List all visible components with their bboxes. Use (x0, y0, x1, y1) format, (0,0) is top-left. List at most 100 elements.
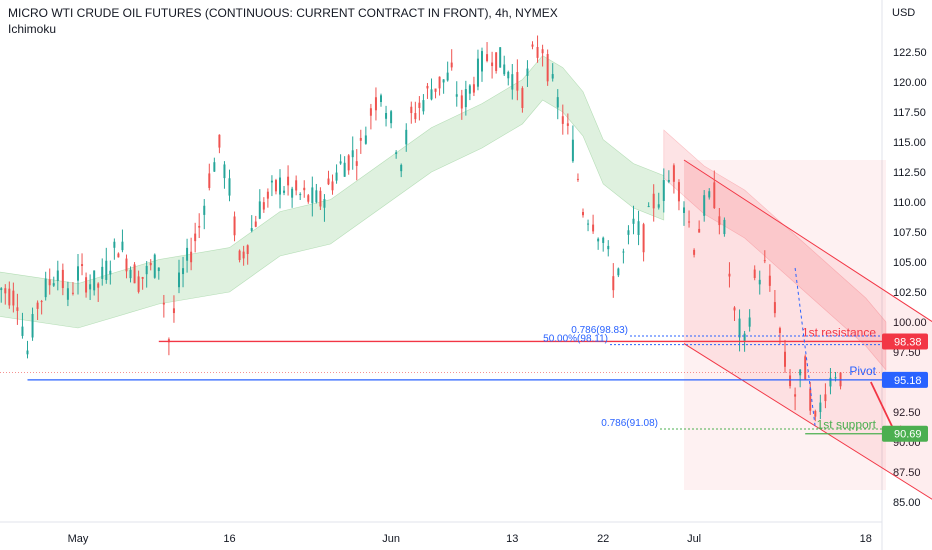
candle-body (799, 369, 802, 376)
candle-body (622, 251, 625, 253)
candle-body (491, 62, 494, 67)
candle-body (723, 219, 726, 235)
x-tick-label: Jul (687, 533, 701, 545)
y-tick-label: 120.00 (893, 77, 927, 89)
y-tick-label: 115.00 (893, 137, 926, 149)
candle-body (36, 302, 39, 309)
candle-body (728, 273, 731, 277)
candle-body (657, 204, 660, 208)
y-tick-label: 85.00 (893, 497, 921, 509)
y-tick-label: 112.50 (893, 167, 926, 179)
x-tick-label: 13 (506, 533, 518, 545)
candle-body (405, 129, 408, 145)
candle-body (743, 333, 746, 341)
candle-body (172, 308, 175, 314)
ichimoku-cloud-bearish (663, 129, 887, 371)
candle-body (824, 394, 827, 402)
candle-body (587, 223, 590, 225)
price-label-text: 90.69 (894, 429, 922, 441)
candle-body (303, 187, 306, 191)
candle-body (4, 288, 7, 294)
candle-body (400, 164, 403, 172)
candle-body (327, 178, 330, 185)
candle-body (266, 191, 269, 199)
candle-body (48, 279, 51, 286)
candle-body (162, 302, 165, 305)
candle-body (203, 205, 206, 215)
candle-body (93, 270, 96, 291)
candle-body (137, 276, 140, 292)
candle-body (198, 225, 201, 228)
currency-label: USD (892, 7, 915, 19)
candle-body (546, 54, 549, 82)
candle-body (77, 266, 79, 281)
candle-body (56, 270, 59, 282)
candle-body (254, 221, 257, 227)
candle-body (703, 195, 706, 216)
y-tick-label: 100.00 (893, 317, 927, 329)
price-label-badge (882, 425, 928, 442)
candle-body (89, 284, 92, 290)
candle-body (101, 266, 104, 279)
candle-body (410, 106, 413, 114)
candle-body (218, 134, 221, 148)
candle-body (693, 249, 696, 255)
x-tick-label: May (68, 533, 89, 545)
channel-lower-line (683, 343, 932, 500)
candle-body (351, 150, 354, 158)
candle-body (778, 328, 781, 333)
candle-body (784, 351, 786, 367)
candle-body (541, 49, 544, 54)
candle-body (571, 139, 574, 162)
candle-body (71, 292, 74, 294)
candle-body (129, 269, 132, 279)
channel-upper-line (683, 159, 932, 323)
candle-body (773, 302, 776, 314)
candle-body (472, 84, 475, 93)
candle-body (311, 187, 314, 204)
candle-body (223, 164, 226, 179)
x-tick-label: Jun (382, 533, 400, 545)
candle-body (460, 95, 463, 109)
candle-body (536, 46, 539, 58)
y-tick-label: 117.50 (893, 107, 926, 119)
price-label-text: 98.38 (894, 336, 922, 348)
candle-body (647, 206, 650, 208)
candle-body (516, 72, 519, 91)
candle-body (511, 74, 514, 90)
chart-title: MICRO WTI CRUDE OIL FUTURES (CONTINUOUS:… (8, 6, 558, 20)
y-tick-label: 102.50 (893, 287, 927, 299)
candle-body (446, 72, 449, 81)
candle-body (246, 245, 249, 255)
fib-level-label: 50.00%(98.11) (543, 334, 608, 345)
candle-body (414, 113, 417, 120)
candle-body (602, 237, 605, 243)
candle-body (250, 228, 253, 231)
candle-body (44, 278, 47, 298)
candle-body (561, 116, 564, 124)
candle-body (319, 190, 322, 207)
candle-body (133, 264, 136, 284)
candle-body (438, 76, 441, 89)
candle-body (274, 180, 277, 192)
candle-body (526, 68, 529, 76)
candle-body (117, 253, 120, 258)
candle-body (279, 177, 281, 195)
candle-body (125, 258, 128, 272)
candle-body (347, 155, 350, 171)
candle-body (121, 241, 124, 251)
fib-level-label: 0.786(91.08) (601, 418, 658, 429)
candle-body (8, 288, 11, 306)
candle-body (61, 269, 64, 289)
candle-body (167, 339, 170, 343)
candle-body (418, 102, 421, 108)
candle-body (748, 317, 751, 327)
candle-body (258, 201, 261, 219)
candle-body (238, 250, 241, 261)
candle-body (213, 162, 216, 172)
price-label-badge (882, 333, 928, 350)
candle-body (521, 88, 524, 108)
candle-body (270, 180, 273, 183)
